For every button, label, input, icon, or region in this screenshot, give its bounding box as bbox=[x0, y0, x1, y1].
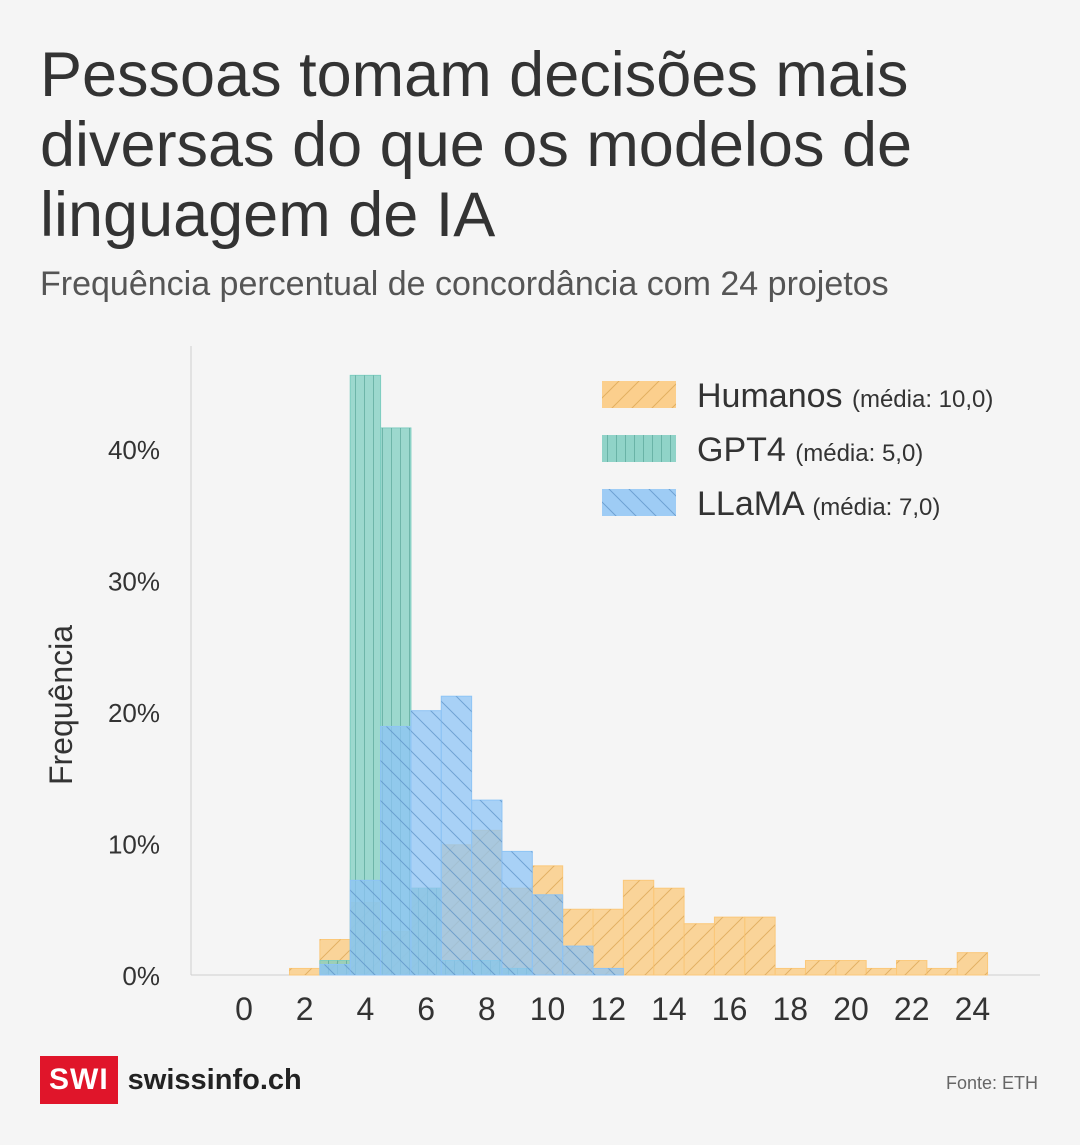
bar-pattern-llama bbox=[471, 800, 502, 975]
bar-pattern-humanos bbox=[714, 917, 745, 975]
x-tick-label: 10 bbox=[530, 991, 566, 1027]
y-tick-label: 10% bbox=[108, 830, 160, 860]
bar-pattern-humanos bbox=[653, 888, 685, 975]
bar-pattern-llama bbox=[319, 964, 351, 975]
x-tick-label: 2 bbox=[296, 991, 314, 1027]
x-tick-label: 8 bbox=[478, 991, 496, 1027]
y-tick-label: 0% bbox=[122, 961, 160, 991]
legend-series-note: (média: 10,0) bbox=[852, 386, 993, 413]
bar-pattern-llama bbox=[441, 696, 472, 975]
page-title: Pessoas tomam decisões mais diversas do … bbox=[40, 40, 913, 250]
y-tick-label: 30% bbox=[108, 567, 160, 597]
bar-pattern-humanos bbox=[684, 923, 715, 975]
x-tick-label: 16 bbox=[712, 991, 748, 1027]
y-tick-label: 40% bbox=[108, 435, 160, 465]
legend-item-humanos: Humanos (média: 10,0) bbox=[602, 377, 993, 415]
legend: Humanos (média: 10,0) GPT4 (média: 5,0) LL… bbox=[602, 377, 993, 523]
bar-pattern-humanos bbox=[957, 952, 988, 975]
legend-series-name: Humanos bbox=[697, 377, 852, 415]
bar-pattern-humanos bbox=[623, 880, 654, 975]
page-subtitle: Frequência percentual de concordância co… bbox=[40, 265, 889, 303]
x-tick-label: 22 bbox=[894, 991, 930, 1027]
bar-pattern-humanos bbox=[896, 960, 927, 975]
bar-pattern-llama bbox=[410, 710, 442, 975]
y-axis-label: Frequência bbox=[43, 625, 79, 785]
x-tick-label: 24 bbox=[955, 991, 991, 1027]
bar-pattern-humanos bbox=[835, 960, 867, 975]
source-note: Fonte: ETH bbox=[945, 1073, 1038, 1093]
bars-layer bbox=[289, 374, 989, 976]
legend-series-note: (média: 5,0) bbox=[795, 440, 923, 467]
swissinfo-logo: SWI swissinfo.ch bbox=[40, 1056, 302, 1104]
x-tick-label: 18 bbox=[773, 991, 809, 1027]
series-llama bbox=[319, 695, 624, 976]
logo-text: swissinfo.ch bbox=[127, 1063, 302, 1096]
legend-item-gpt4: GPT4 (média: 5,0) bbox=[602, 431, 923, 469]
x-tick-label: 4 bbox=[357, 991, 375, 1027]
bar-pattern-humanos bbox=[744, 917, 776, 975]
legend-swatch-pattern bbox=[602, 435, 676, 462]
bar-pattern-llama bbox=[350, 880, 381, 975]
legend-swatch-pattern bbox=[602, 381, 676, 408]
legend-series-note: (média: 7,0) bbox=[812, 494, 940, 521]
bar-pattern-humanos bbox=[775, 968, 806, 975]
x-tick-label: 6 bbox=[417, 991, 435, 1027]
bar-pattern-humanos bbox=[926, 968, 958, 975]
bar-pattern-llama bbox=[593, 968, 624, 975]
legend-label: LLaMA (média: 7,0) bbox=[697, 485, 940, 523]
legend-swatch-pattern bbox=[602, 489, 676, 516]
bar-pattern-gpt4 bbox=[350, 375, 381, 975]
bar-pattern-humanos bbox=[593, 909, 624, 975]
x-tick-label: 12 bbox=[590, 991, 626, 1027]
bar-pattern-llama bbox=[501, 851, 533, 975]
legend-label: GPT4 (média: 5,0) bbox=[697, 431, 923, 469]
y-tick-label: 20% bbox=[108, 698, 160, 728]
bar-pattern-humanos bbox=[289, 968, 320, 975]
bar-pattern-llama bbox=[532, 894, 563, 975]
bar-pattern-llama bbox=[562, 946, 594, 975]
x-tick-label: 14 bbox=[651, 991, 687, 1027]
bar-pattern-llama bbox=[380, 726, 411, 975]
bar-pattern-humanos bbox=[805, 960, 836, 975]
x-tick-label: 20 bbox=[833, 991, 869, 1027]
bar-pattern-humanos bbox=[866, 968, 897, 975]
logo-mark: SWI bbox=[40, 1056, 118, 1104]
legend-series-name: GPT4 bbox=[697, 431, 795, 469]
legend-label: Humanos (média: 10,0) bbox=[697, 377, 993, 415]
legend-series-name: LLaMA bbox=[697, 485, 812, 523]
legend-item-llama: LLaMA (média: 7,0) bbox=[602, 485, 940, 523]
x-tick-label: 0 bbox=[235, 991, 253, 1027]
